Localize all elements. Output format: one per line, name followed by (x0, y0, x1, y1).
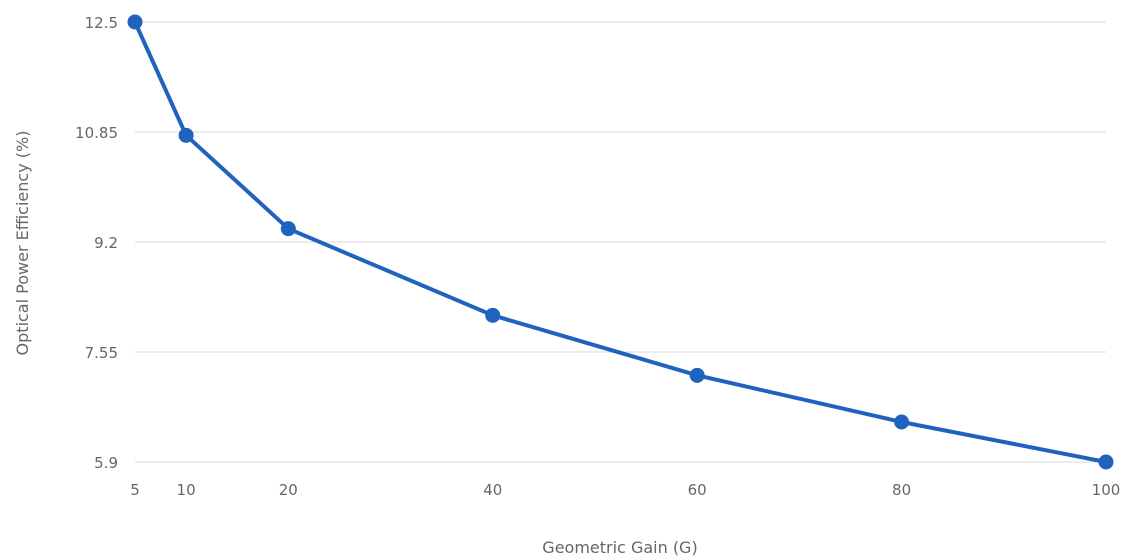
y-axis-ticks: 12.5 10.85 9.2 7.55 5.9 (75, 14, 118, 472)
y-axis-title: Optical Power Efficiency (%) (13, 131, 32, 356)
grid (135, 21, 1106, 463)
y-tick-label: 12.5 (85, 14, 118, 32)
x-tick-label: 60 (688, 481, 707, 499)
x-axis-title: Geometric Gain (G) (542, 538, 697, 556)
x-tick-label: 40 (483, 481, 502, 499)
y-tick-label: 5.9 (94, 454, 118, 472)
y-tick-label: 10.85 (75, 124, 118, 142)
x-tick-label: 20 (279, 481, 298, 499)
x-axis-ticks: 5 10 20 40 60 80 100 (130, 481, 1120, 499)
data-point (689, 367, 705, 383)
data-point (280, 221, 296, 237)
x-tick-label: 5 (130, 481, 140, 499)
data-point (485, 307, 501, 323)
data-point (178, 127, 194, 143)
x-tick-label: 10 (177, 481, 196, 499)
y-tick-label: 9.2 (94, 234, 118, 252)
data-point (894, 414, 910, 430)
x-tick-label: 100 (1092, 481, 1121, 499)
x-tick-label: 80 (892, 481, 911, 499)
series (127, 14, 1114, 470)
data-point (1098, 454, 1114, 470)
y-tick-label: 7.55 (85, 344, 118, 362)
data-point (127, 14, 143, 30)
